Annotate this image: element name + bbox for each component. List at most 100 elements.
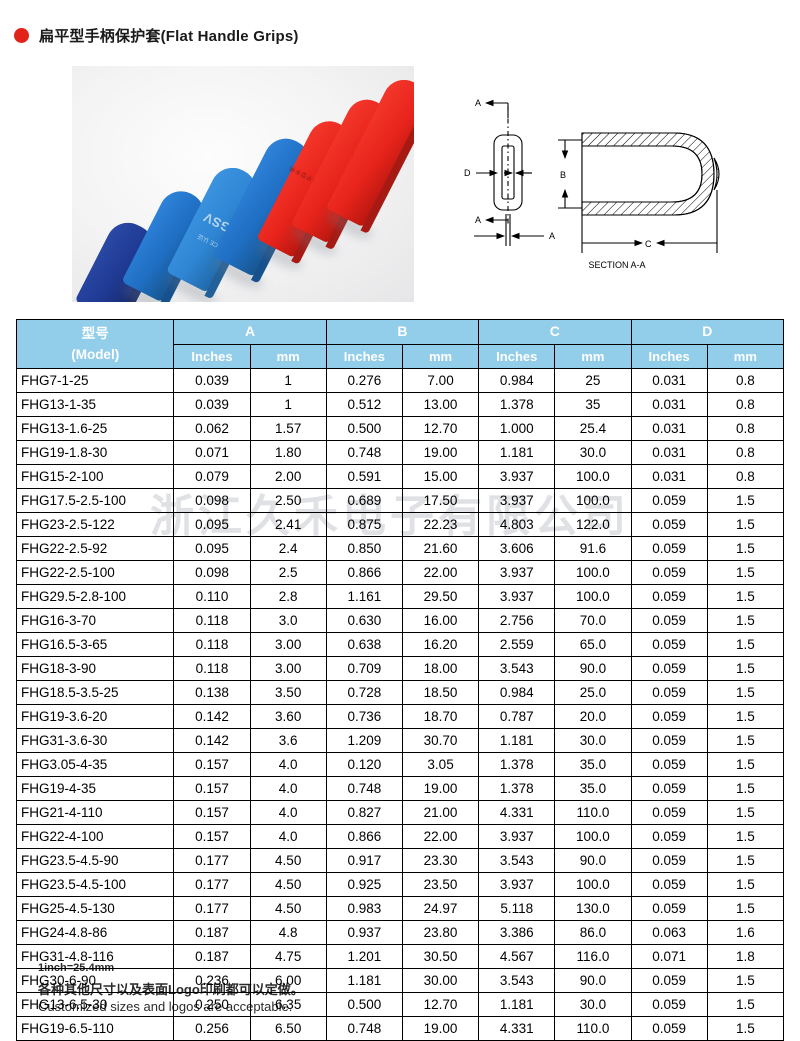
cell-b-mm: 30.70 (401, 728, 480, 753)
cell-b-inches: 0.500 (325, 416, 403, 441)
cell-d-inches: 0.059 (630, 800, 708, 825)
header-d-mm: mm (706, 343, 785, 369)
cell-b-mm: 17.50 (401, 488, 480, 513)
cell-a-inches: 0.095 (173, 512, 251, 537)
cell-b-inches: 0.925 (325, 872, 403, 897)
cell-d-mm: 1.5 (706, 488, 785, 513)
cell-b-inches: 0.917 (325, 848, 403, 873)
cell-c-inches: 3.386 (478, 920, 556, 945)
cell-c-inches: 1.181 (478, 728, 556, 753)
cell-b-mm: 23.50 (401, 872, 480, 897)
header-model: 型号 (Model) (15, 319, 175, 369)
cell-model: FHG19-3.6-20 (15, 704, 175, 729)
cell-a-mm: 2.41 (249, 512, 327, 537)
cell-d-mm: 0.8 (706, 392, 785, 417)
cell-a-mm: 1 (249, 368, 327, 393)
header-model-en: (Model) (71, 347, 120, 362)
cell-d-inches: 0.031 (630, 416, 708, 441)
cell-d-mm: 1.5 (706, 872, 785, 897)
cell-d-inches: 0.031 (630, 464, 708, 489)
cell-a-inches: 0.039 (173, 392, 251, 417)
page-title-bar: 扁平型手柄保护套(Flat Handle Grips) (14, 22, 299, 48)
cell-b-mm: 21.60 (401, 536, 480, 561)
cell-a-mm: 3.00 (249, 632, 327, 657)
table-row: FHG21-4-110 0.157 4.0 0.827 21.00 4.331 110.0 0… (15, 800, 785, 825)
cell-model: FHG16-3-70 (15, 608, 175, 633)
table-row: FHG25-4.5-130 0.177 4.50 0.983 24.97 5.118 130… (15, 896, 785, 921)
cell-model: FHG13-1-35 (15, 392, 175, 417)
cell-b-mm: 7.00 (401, 368, 480, 393)
cell-a-mm: 6.50 (249, 1016, 327, 1041)
cell-d-mm: 1.5 (706, 800, 785, 825)
cell-b-mm: 18.70 (401, 704, 480, 729)
cell-c-mm: 20.0 (554, 704, 632, 729)
cell-a-inches: 0.062 (173, 416, 251, 441)
cell-c-inches: 3.937 (478, 824, 556, 849)
cell-a-inches: 0.098 (173, 560, 251, 585)
cell-a-inches: 0.142 (173, 704, 251, 729)
table-row: FHG31-3.6-30 0.142 3.6 1.209 30.70 1.181 30.0 0… (15, 728, 785, 753)
cell-b-inches: 0.748 (325, 440, 403, 465)
red-bullet-icon (14, 27, 29, 43)
cell-a-mm: 4.75 (249, 944, 327, 969)
cell-a-mm: 4.0 (249, 800, 327, 825)
cell-c-mm: 30.0 (554, 728, 632, 753)
table-row: FHG31-4.8-116 0.187 4.75 1.201 30.50 4.567 116… (15, 944, 785, 969)
cell-c-inches: 0.984 (478, 368, 556, 393)
cell-c-inches: 2.756 (478, 608, 556, 633)
cell-b-mm: 23.80 (401, 920, 480, 945)
table-row: FHG19-1.8-30 0.071 1.80 0.748 19.00 1.181 30.0… (15, 440, 785, 465)
cell-model: FHG24-4.8-86 (15, 920, 175, 945)
table-row: FHG19-4-35 0.157 4.0 0.748 19.00 1.378 35.0 0.0… (15, 776, 785, 801)
cell-d-inches: 0.059 (630, 752, 708, 777)
cell-a-mm: 3.50 (249, 680, 327, 705)
cell-c-inches: 1.181 (478, 440, 556, 465)
table-row: FHG29.5-2.8-100 0.110 2.8 1.161 29.50 3.937 10… (15, 584, 785, 609)
cell-c-mm: 90.0 (554, 656, 632, 681)
cell-model: FHG19-1.8-30 (15, 440, 175, 465)
cell-a-mm: 3.6 (249, 728, 327, 753)
svg-text:C: C (645, 239, 652, 249)
cell-a-inches: 0.118 (173, 632, 251, 657)
cell-d-inches: 0.059 (630, 704, 708, 729)
cell-b-inches: 0.630 (325, 608, 403, 633)
cell-d-inches: 0.059 (630, 608, 708, 633)
cell-d-inches: 0.059 (630, 680, 708, 705)
cell-c-mm: 91.6 (554, 536, 632, 561)
table-head-group-row: 型号 (Model) A B C D (15, 319, 785, 369)
cell-a-mm: 4.50 (249, 872, 327, 897)
technical-drawing: A A A D B C (452, 78, 790, 278)
cell-b-inches: 0.728 (325, 680, 403, 705)
cell-b-inches: 0.276 (325, 368, 403, 393)
table-row: FHG22-4-100 0.157 4.0 0.866 22.00 3.937 100.0 0… (15, 824, 785, 849)
cell-a-mm: 2.8 (249, 584, 327, 609)
cell-d-inches: 0.059 (630, 776, 708, 801)
table-row: FHG3.05-4-35 0.157 4.0 0.120 3.05 1.378 35.0 0.… (15, 752, 785, 777)
cell-b-inches: 1.201 (325, 944, 403, 969)
cell-b-mm: 12.70 (401, 992, 480, 1017)
page-title: 扁平型手柄保护套(Flat Handle Grips) (39, 27, 299, 45)
cell-model: FHG25-4.5-130 (15, 896, 175, 921)
cell-c-inches: 3.937 (478, 584, 556, 609)
cell-a-mm: 4.0 (249, 824, 327, 849)
cell-a-inches: 0.250 (173, 992, 251, 1017)
cell-c-inches: 3.937 (478, 872, 556, 897)
cell-b-mm: 18.00 (401, 656, 480, 681)
cell-a-mm: 1.57 (249, 416, 327, 441)
cell-b-inches: 0.866 (325, 824, 403, 849)
svg-text:SECTION A-A: SECTION A-A (588, 260, 645, 270)
cell-d-mm: 1.5 (706, 824, 785, 849)
cell-a-mm: 3.0 (249, 608, 327, 633)
cell-a-mm: 3.00 (249, 656, 327, 681)
cell-c-inches: 4.331 (478, 800, 556, 825)
cell-d-inches: 0.059 (630, 632, 708, 657)
cell-a-mm: 2.5 (249, 560, 327, 585)
table-body: FHG7-1-25 0.039 1 0.276 7.00 0.984 25 0.031 0.8 F… (15, 368, 785, 1041)
cell-c-inches: 2.559 (478, 632, 556, 657)
cell-c-inches: 4.803 (478, 512, 556, 537)
cell-model: FHG18.5-3.5-25 (15, 680, 175, 705)
header-group-a: A (173, 319, 327, 345)
cell-a-inches: 0.098 (173, 488, 251, 513)
cell-c-mm: 90.0 (554, 968, 632, 993)
cell-d-mm: 0.8 (706, 368, 785, 393)
